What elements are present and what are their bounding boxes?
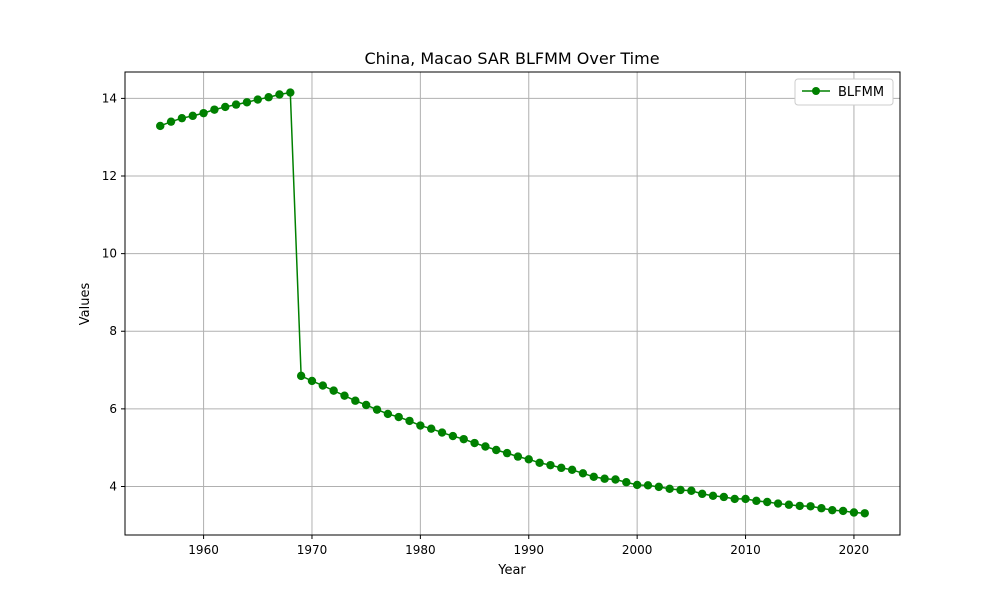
data-point xyxy=(188,111,197,121)
data-point xyxy=(481,442,490,451)
x-tick-label: 1960 xyxy=(188,543,219,557)
data-point xyxy=(210,105,219,114)
data-point xyxy=(372,405,382,414)
y-tick-label: 8 xyxy=(109,324,117,338)
x-tick-label: 2010 xyxy=(730,543,761,557)
data-point xyxy=(221,102,230,112)
data-point xyxy=(795,501,804,511)
data-point xyxy=(622,478,631,487)
data-point xyxy=(838,506,848,516)
x-tick-label: 2000 xyxy=(622,543,653,557)
data-point xyxy=(177,113,187,123)
data-point xyxy=(741,494,750,504)
x-tick-label: 2020 xyxy=(839,543,870,557)
data-point xyxy=(730,494,739,504)
y-axis-label: Values xyxy=(78,283,93,326)
data-point xyxy=(817,504,826,513)
chart-title: China, Macao SAR BLFMM Over Time xyxy=(364,49,659,68)
x-tick-label: 1970 xyxy=(297,543,328,557)
x-axis-label: Year xyxy=(497,563,526,578)
data-point xyxy=(513,452,523,461)
series-layer xyxy=(156,88,869,518)
data-point xyxy=(394,412,403,422)
data-point xyxy=(611,475,620,484)
data-point xyxy=(416,421,425,430)
data-point xyxy=(600,474,609,483)
data-point xyxy=(470,438,479,448)
data-point xyxy=(719,492,729,502)
data-point xyxy=(665,484,674,494)
y-tick-label: 4 xyxy=(109,479,117,493)
x-axis: 1960 1970 1980 1990 2000 2010 2020 xyxy=(188,535,869,557)
data-point xyxy=(296,371,306,381)
data-point xyxy=(286,88,295,97)
y-tick-label: 14 xyxy=(102,91,117,105)
data-point xyxy=(524,455,533,464)
legend-label: BLFMM xyxy=(838,85,884,100)
data-point xyxy=(806,502,815,511)
legend: BLFMM xyxy=(794,78,894,106)
data-point xyxy=(502,448,512,458)
x-tick-label: 1990 xyxy=(513,543,544,557)
data-point xyxy=(578,469,588,478)
y-tick-label: 6 xyxy=(109,402,117,416)
data-point xyxy=(546,460,555,470)
data-point xyxy=(784,500,794,509)
data-point xyxy=(351,396,360,405)
grid-lines xyxy=(125,72,900,535)
legend-marker xyxy=(812,87,820,95)
data-point xyxy=(557,463,566,473)
data-point xyxy=(264,93,273,102)
data-point xyxy=(448,431,458,441)
data-point xyxy=(199,108,208,118)
data-point xyxy=(492,445,501,455)
y-tick-label: 12 xyxy=(102,169,117,183)
plot-frame xyxy=(124,71,901,536)
data-point xyxy=(697,489,707,499)
data-point xyxy=(459,434,468,444)
x-tick-label: 1980 xyxy=(405,543,436,557)
data-point xyxy=(773,499,783,508)
data-point xyxy=(275,90,284,99)
data-point xyxy=(307,376,317,386)
data-point xyxy=(242,98,252,107)
data-point xyxy=(361,400,371,410)
data-point xyxy=(329,386,338,395)
data-point xyxy=(828,505,837,515)
data-point xyxy=(437,428,447,437)
data-point xyxy=(567,465,577,474)
data-point xyxy=(318,381,328,390)
data-point xyxy=(654,482,664,492)
data-point xyxy=(643,481,653,490)
data-point xyxy=(535,458,544,468)
data-point xyxy=(763,497,772,507)
data-point xyxy=(849,508,859,517)
data-point xyxy=(687,486,696,495)
y-axis: 4 6 8 10 12 14 xyxy=(102,91,125,493)
data-point xyxy=(231,100,241,109)
data-point xyxy=(166,117,176,126)
data-point xyxy=(156,121,165,131)
legend-box xyxy=(794,78,894,106)
y-tick-label: 10 xyxy=(102,247,117,261)
data-point xyxy=(860,509,869,518)
data-point xyxy=(427,424,436,433)
data-point xyxy=(383,409,393,419)
data-point xyxy=(752,496,761,506)
data-point xyxy=(708,491,718,500)
data-point xyxy=(632,480,642,490)
data-point xyxy=(676,485,685,495)
data-point xyxy=(589,472,598,481)
data-point xyxy=(340,391,349,400)
data-point xyxy=(405,416,414,426)
data-point xyxy=(253,95,262,104)
